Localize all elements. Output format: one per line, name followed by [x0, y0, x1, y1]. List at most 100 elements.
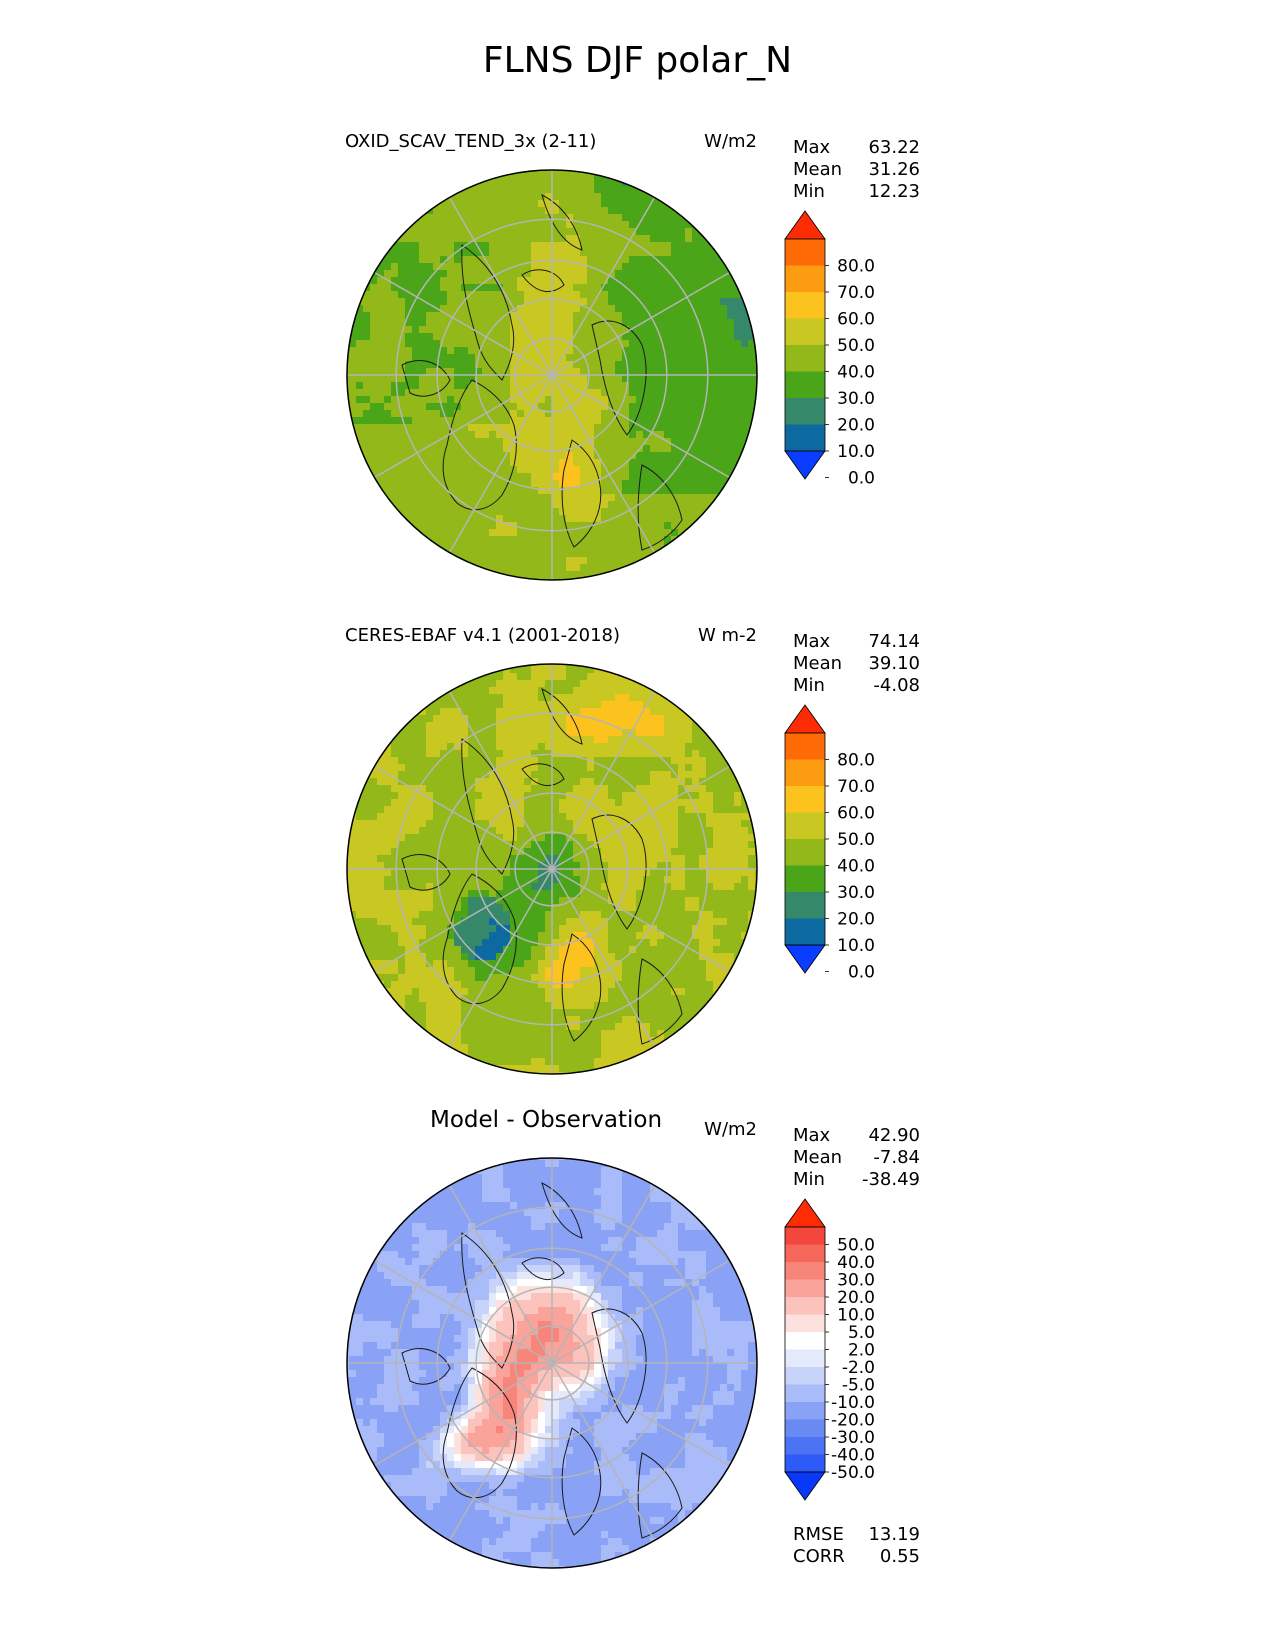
colorbar-segment: [785, 839, 825, 866]
colorbar-tick-label: 80.0: [837, 751, 875, 771]
metrics-box: RMSE 13.19 CORR 0.55: [793, 1524, 920, 1568]
corr-value: 0.55: [879, 1546, 920, 1567]
colorbar-tick-label: 40.0: [837, 1253, 875, 1273]
colorbar-segment: [785, 759, 825, 787]
colorbar-tick-label: 10.0: [837, 442, 875, 462]
graticule: [347, 1158, 757, 1568]
stat-min-label: Min: [793, 675, 825, 696]
colorbar-tick-label: -50.0: [831, 1463, 875, 1483]
colorbar-tick-label: -30.0: [831, 1428, 875, 1448]
stat-mean-label: Mean: [793, 159, 843, 180]
colorbar-observation: 80.0 70.0 60.0 50.0 40.0 30.0 20.0 10.0 0.0: [784, 704, 875, 983]
colorbar-tick-label: 0.0: [848, 469, 875, 489]
colorbar-tick-label: -40.0: [831, 1446, 875, 1466]
stat-min-value: -38.49: [861, 1169, 920, 1190]
stat-mean-label: Mean: [793, 1147, 843, 1168]
colorbar-segment: [785, 345, 825, 372]
colorbar-tick-label: 20.0: [837, 416, 875, 436]
colorbar-difference: 50.040.030.020.010.05.02.0-2.0-5.0-10.0-…: [784, 1198, 875, 1501]
stats-box: Max 42.90 Mean -7.84 Min -38.49: [793, 1125, 920, 1191]
stat-mean-value: 39.10: [868, 653, 920, 674]
graticule: [347, 170, 757, 580]
colorbar-segment: [785, 1314, 825, 1333]
panel-title: OXID_SCAV_TEND_3x (2-11): [345, 131, 597, 152]
colorbar-segment: [785, 398, 825, 425]
panel-model: OXID_SCAV_TEND_3x (2-11) W/m2 Max 63.22 M…: [0, 131, 1275, 611]
colorbar-segment: [785, 865, 825, 893]
polar-map-model: [346, 169, 758, 581]
stat-max-value: 63.22: [868, 137, 920, 158]
colorbar-segment: [785, 239, 825, 266]
panel-observation: CERES-EBAF v4.1 (2001-2018) W m-2 Max 74.…: [0, 625, 1275, 1105]
colorbar-segment: [785, 733, 825, 760]
colorbar-segment: [785, 1279, 825, 1298]
map-border: [346, 663, 758, 1075]
colorbar-segment: [785, 1332, 825, 1350]
colorbar-tick-label: 40.0: [837, 363, 875, 383]
panel-title: Model - Observation: [430, 1107, 663, 1133]
colorbar-segment: [785, 265, 825, 293]
stat-max-value: 42.90: [868, 1125, 920, 1146]
stat-max-label: Max: [793, 631, 831, 652]
colorbar-extend-max: [784, 210, 826, 240]
stat-mean-value: -7.84: [873, 1147, 920, 1168]
colorbar-tick-label: 60.0: [837, 804, 875, 824]
stat-mean-value: 31.26: [868, 159, 920, 180]
colorbar-tick-label: 50.0: [837, 336, 875, 356]
colorbar-tick-label: 30.0: [837, 883, 875, 903]
graticule: [347, 664, 757, 1074]
colorbar-segment: [785, 1367, 825, 1385]
colorbar-tick-label: -5.0: [842, 1376, 875, 1396]
map-field: [347, 170, 757, 580]
colorbar-tick-label: 80.0: [837, 257, 875, 277]
rmse-value: 13.19: [868, 1524, 920, 1545]
panel-title: CERES-EBAF v4.1 (2001-2018): [345, 625, 621, 646]
colorbar-tick-label: 10.0: [837, 1306, 875, 1326]
colorbar-segment: [785, 292, 825, 319]
colorbar-model: 80.0 70.0 60.0 50.0 40.0 30.0 20.0 10.0 0.0: [784, 210, 875, 489]
stat-min-label: Min: [793, 1169, 825, 1190]
colorbar-tick-label: -10.0: [831, 1393, 875, 1413]
map-border: [346, 1157, 758, 1569]
colorbar-tick-label: 20.0: [837, 1288, 875, 1308]
panel-difference: Model - Observation W/m2 Max 42.90 Mean -7…: [0, 1107, 1275, 1599]
colorbar-segment: [785, 1419, 825, 1438]
panel-units: W/m2: [704, 1119, 757, 1140]
colorbar-tick-label: 2.0: [848, 1341, 875, 1361]
panel-units: W m-2: [697, 625, 757, 646]
figure-title: FLNS DJF polar_N: [482, 40, 793, 81]
coastlines: [401, 1182, 683, 1539]
colorbar-tick-label: -2.0: [842, 1358, 875, 1378]
colorbar-segment: [785, 918, 825, 946]
colorbar-extend-min: [784, 450, 826, 480]
colorbar-segment: [785, 786, 825, 813]
colorbar-tick-label: 50.0: [837, 830, 875, 850]
colorbar-segment: [785, 1262, 825, 1280]
stat-max-label: Max: [793, 137, 831, 158]
colorbar-segment: [785, 371, 825, 399]
colorbar-tick-label: 0.0: [848, 963, 875, 983]
colorbar-extend-max: [784, 1198, 826, 1228]
coastlines: [401, 194, 683, 551]
colorbar-segment: [785, 1454, 825, 1473]
colorbar-segment: [785, 1437, 825, 1455]
polar-map-observation: [346, 663, 758, 1075]
colorbar-extend-max: [784, 704, 826, 734]
coastlines: [401, 688, 683, 1045]
colorbar-segment: [785, 318, 825, 346]
colorbar-tick-label: 5.0: [848, 1323, 875, 1343]
stat-mean-label: Mean: [793, 653, 843, 674]
map-border: [346, 169, 758, 581]
colorbar-segment: [785, 1227, 825, 1245]
colorbar-tick-label: 70.0: [837, 283, 875, 303]
corr-label: CORR: [793, 1546, 845, 1567]
colorbar-tick-label: -20.0: [831, 1411, 875, 1431]
colorbar-segment: [785, 812, 825, 840]
colorbar-segment: [785, 1349, 825, 1368]
colorbar-tick-label: 30.0: [837, 1271, 875, 1291]
colorbar-segment: [785, 424, 825, 452]
stat-min-value: 12.23: [868, 181, 920, 202]
colorbar-tick-label: 60.0: [837, 310, 875, 330]
stats-box: Max 74.14 Mean 39.10 Min -4.08: [793, 631, 920, 697]
stats-box: Max 63.22 Mean 31.26 Min 12.23: [793, 137, 920, 203]
